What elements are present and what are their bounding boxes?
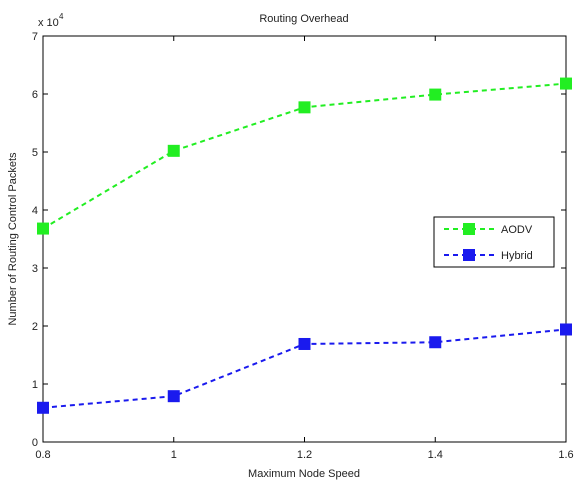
series-hybrid — [37, 323, 572, 414]
svg-text:x 10: x 10 — [38, 17, 59, 29]
y-tick-label: 3 — [32, 263, 38, 275]
chart-title: Routing Overhead — [259, 13, 348, 25]
legend-box — [433, 216, 555, 268]
x-tick-label: 1.4 — [428, 449, 443, 461]
x-tick-label: 1.2 — [297, 449, 312, 461]
series-aodv — [37, 77, 572, 235]
x-tick-label: 1 — [171, 449, 177, 461]
svg-text:AODV: AODV — [501, 224, 533, 236]
data-point-hybrid — [429, 336, 442, 349]
y-tick-label: 1 — [32, 379, 38, 391]
data-point-aodv — [560, 77, 572, 90]
data-point-aodv — [167, 144, 180, 157]
y-tick-label: 7 — [32, 31, 38, 43]
svg-text:Hybrid: Hybrid — [501, 250, 533, 262]
data-point-aodv — [37, 222, 49, 235]
data-point-aodv — [429, 88, 442, 101]
y-exponent-label: x 10 4 — [38, 12, 64, 29]
data-point-hybrid — [560, 323, 572, 336]
svg-text:4: 4 — [59, 12, 64, 21]
y-tick-label: 4 — [32, 205, 38, 217]
y-tick-label: 5 — [32, 147, 38, 159]
data-point-hybrid — [298, 337, 311, 350]
y-tick-label: 6 — [32, 89, 38, 101]
data-point-hybrid — [167, 390, 180, 403]
series-layer — [37, 77, 572, 414]
legend-item-hybrid: Hybrid — [444, 249, 533, 262]
data-point-hybrid — [37, 401, 49, 414]
y-axis-label: Number of Routing Control Packets — [7, 152, 19, 326]
x-axis: 0.8 1 1.2 1.4 1.6 — [35, 36, 574, 461]
legend-item-aodv: AODV — [444, 223, 533, 236]
y-tick-label: 0 — [32, 437, 38, 449]
y-tick-label: 2 — [32, 321, 38, 333]
y-axis: 0 1 2 3 4 5 6 7 — [32, 31, 566, 449]
x-axis-label: Maximum Node Speed — [248, 468, 360, 480]
legend: AODV Hybrid — [433, 216, 555, 268]
x-tick-label: 1.6 — [558, 449, 573, 461]
data-point-aodv — [298, 101, 311, 114]
x-tick-label: 0.8 — [35, 449, 50, 461]
